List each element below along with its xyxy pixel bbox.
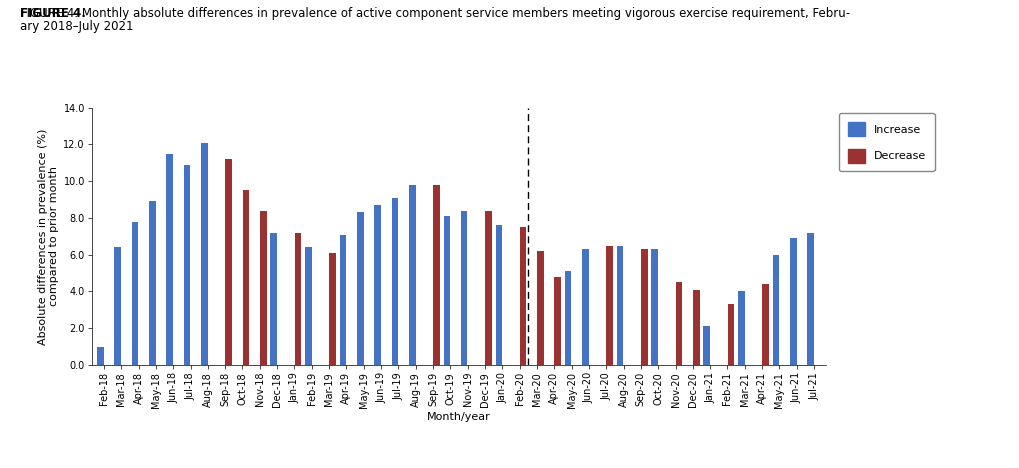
Bar [495, 225, 501, 365]
Bar [537, 251, 543, 365]
Bar [772, 255, 779, 365]
Bar [305, 248, 311, 365]
Bar [201, 143, 208, 365]
Bar [606, 246, 612, 365]
Text: ary 2018–July 2021: ary 2018–July 2021 [20, 20, 133, 33]
Bar [554, 277, 560, 365]
Bar [131, 222, 139, 365]
Bar [260, 211, 266, 365]
Bar [461, 211, 467, 365]
Bar [675, 282, 682, 365]
Bar [183, 165, 191, 365]
Bar [270, 233, 277, 365]
Bar [727, 304, 734, 365]
Bar [485, 211, 491, 365]
Bar [243, 190, 249, 365]
Bar [443, 216, 449, 365]
Bar [391, 197, 397, 365]
Legend: Increase, Decrease: Increase, Decrease [839, 113, 933, 171]
Text: FIGURE 4. Monthly absolute differences in prevalence of active component service: FIGURE 4. Monthly absolute differences i… [20, 7, 850, 20]
Bar [433, 185, 439, 365]
Bar [640, 249, 647, 365]
Bar [374, 205, 380, 365]
Bar [294, 233, 301, 365]
Bar [790, 238, 796, 365]
Bar [806, 233, 813, 365]
Bar [166, 154, 173, 365]
Bar [692, 290, 699, 365]
Bar [738, 292, 744, 365]
Bar [114, 248, 121, 365]
Bar [616, 246, 623, 365]
Bar [225, 159, 231, 365]
Bar [339, 234, 345, 365]
Bar [651, 249, 657, 365]
Bar [565, 271, 571, 365]
X-axis label: Month/year: Month/year [427, 412, 490, 422]
Bar [357, 212, 363, 365]
Bar [97, 347, 104, 365]
Bar [582, 249, 588, 365]
Bar [329, 253, 335, 365]
Bar [761, 284, 768, 365]
Bar [409, 185, 415, 365]
Text: FIGURE 4.: FIGURE 4. [20, 7, 87, 20]
Bar [520, 227, 526, 365]
Bar [149, 201, 156, 365]
Y-axis label: Absolute differences in prevalence (%)
compared to prior month: Absolute differences in prevalence (%) c… [38, 128, 59, 344]
Bar [703, 327, 709, 365]
